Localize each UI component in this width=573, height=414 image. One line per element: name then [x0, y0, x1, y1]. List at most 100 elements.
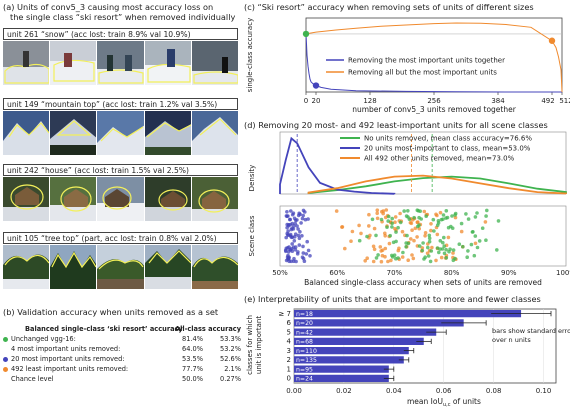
n-label: n=135 — [296, 357, 317, 364]
scene-class-point — [441, 213, 446, 217]
n-label: n=24 — [296, 376, 313, 383]
house-thumbnail — [191, 177, 239, 221]
scene-class-point — [383, 215, 388, 220]
x-tick-label: 50% — [272, 269, 288, 277]
snow-thumbnail — [3, 41, 50, 85]
scene-class-point — [391, 240, 396, 245]
row-label: Chance level — [11, 375, 54, 383]
scene-class-point — [437, 250, 441, 255]
scene-class-point — [306, 248, 311, 253]
house-thumbnail — [3, 177, 50, 221]
scene-class-point — [470, 230, 475, 234]
scene-class-point — [484, 238, 488, 242]
scene-class-point — [393, 220, 397, 224]
scene-class-point — [295, 252, 300, 256]
n-label: n=42 — [296, 329, 313, 336]
scene-class-point — [298, 230, 302, 234]
scene-class-point — [289, 235, 294, 240]
row-label: 20 most important units removed: — [11, 355, 125, 363]
y-axis-label: single-class accuracy — [246, 18, 254, 92]
row-label-cell: 20 most important units removed: — [3, 355, 153, 363]
x-tick-label: 100% — [556, 269, 570, 277]
scene-class-point — [301, 213, 305, 218]
bar-chart: 0.00 0.02 0.04 0.06 0.08 0.10 n=18 ≥ 7 n=20 6 n=42… — [246, 308, 570, 408]
scene-class-point — [303, 217, 308, 222]
x-tick-label: 128 — [363, 97, 376, 105]
legend-label: Removing the most important units togeth… — [348, 57, 505, 65]
scene-class-point — [473, 215, 478, 219]
scene-class-point — [448, 247, 452, 251]
scene-class-point — [444, 216, 448, 220]
scene-class-point — [436, 219, 441, 223]
scene-class-point — [284, 235, 288, 240]
scene-class-point — [297, 243, 302, 247]
scene-class-point — [286, 253, 290, 258]
bar — [294, 328, 437, 336]
note-line-1: bars show standard error — [492, 327, 570, 335]
scene-class-point — [483, 220, 488, 224]
scene-class-point — [417, 244, 422, 248]
panel-d-caption: (d) Removing 20 most- and 492 least-impo… — [244, 120, 548, 130]
least-important-point — [548, 37, 556, 44]
scene-class-point — [292, 216, 297, 221]
scene-class-point — [296, 233, 301, 238]
scene-class-point — [424, 214, 428, 218]
scene-class-point — [453, 211, 458, 216]
note-line-2: over n units — [492, 336, 531, 344]
unit-title-tree-top: unit 105 “tree top” (part, acc lost: tra… — [3, 232, 238, 244]
scene-class-point — [420, 248, 425, 253]
scene-class-point — [442, 244, 446, 248]
row-label-cell: Chance level — [3, 375, 153, 383]
scene-class-point — [386, 214, 391, 219]
scene-class-point — [389, 258, 393, 263]
tree-top-thumbnail — [191, 245, 239, 289]
scene-class-point — [375, 216, 380, 221]
scene-class-point — [420, 246, 425, 250]
scene-class-point — [475, 245, 480, 250]
scene-class-point — [388, 233, 392, 238]
y-axis-label-1: classes for which — [246, 315, 254, 375]
row-label: Unchanged vgg-16: — [11, 335, 76, 343]
scene-class-point — [415, 235, 419, 239]
scene-class-point — [297, 236, 302, 241]
scene-class-point — [401, 250, 405, 255]
scene-class-point — [444, 209, 449, 213]
ski-accuracy: 50.0% — [182, 375, 203, 383]
scene-class-point — [466, 249, 470, 253]
tree-top-thumbnail — [144, 245, 191, 289]
scene-class-point — [461, 244, 465, 249]
scene-class-point — [438, 239, 443, 243]
scene-class-point — [398, 211, 402, 216]
house-thumbnail — [50, 177, 97, 221]
scene-class-point — [363, 259, 367, 263]
scene-class-point — [290, 242, 294, 246]
house-thumbnail — [97, 177, 144, 221]
scene-class-point — [431, 217, 436, 222]
bar — [294, 365, 389, 373]
scene-class-point — [485, 208, 489, 213]
scene-class-point — [299, 221, 303, 225]
scene-class-point — [466, 217, 471, 221]
all-class-accuracy: 0.27% — [220, 375, 241, 383]
row-label-cell: 4 most important units removed: — [3, 345, 153, 353]
legend-dot-icon — [3, 336, 8, 342]
scene-class-point — [286, 257, 290, 261]
legend-dot-icon — [3, 377, 8, 382]
unit-strip-snow — [3, 41, 239, 85]
scene-class-point — [380, 209, 384, 214]
scene-class-point — [289, 209, 293, 213]
header-ski: Balanced single-class ‘ski resort’ accur… — [25, 325, 183, 333]
snow-thumbnail — [144, 41, 191, 85]
header-all: All-class accuracy — [175, 325, 241, 333]
y-tick-label: 3 — [287, 347, 291, 355]
scene-class-point — [308, 254, 312, 258]
scene-class-point — [383, 231, 387, 236]
x-tick-label: 0.08 — [486, 387, 502, 395]
scene-class-point — [438, 247, 442, 251]
x-tick-label: 80% — [444, 269, 460, 277]
x-tick-label: 0.06 — [436, 387, 452, 395]
scene-class-point — [367, 212, 371, 217]
scene-class-point — [412, 238, 416, 243]
x-axis-label: number of conv5_3 units removed together — [352, 105, 517, 114]
scene-class-point — [459, 229, 464, 234]
